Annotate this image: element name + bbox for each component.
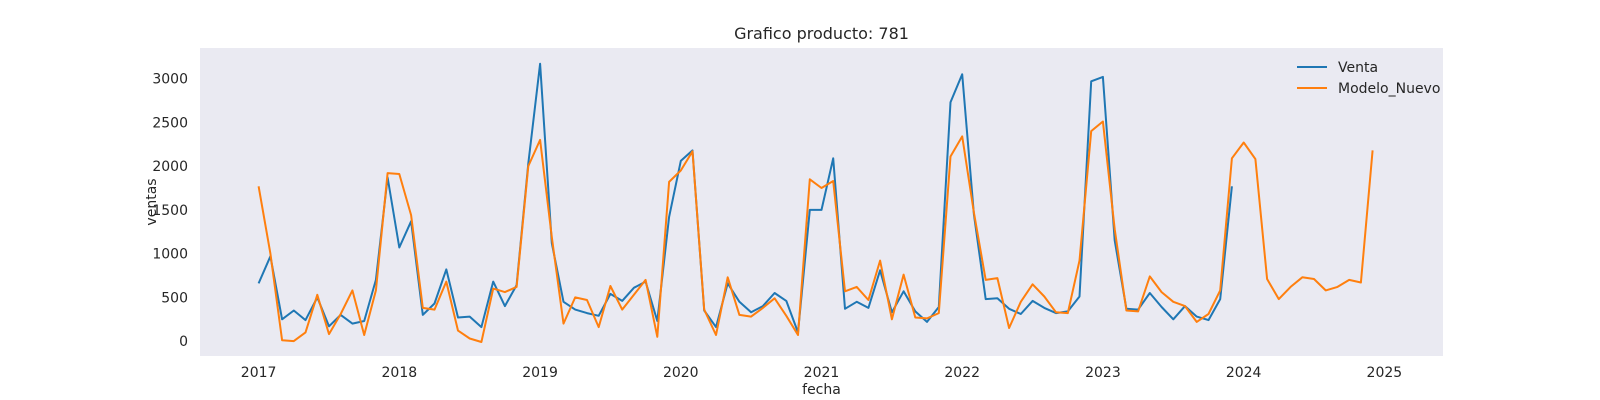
x-tick-label: 2023 (1085, 365, 1121, 381)
y-tick-label: 2500 (152, 115, 188, 131)
y-tick-label: 1000 (152, 247, 188, 263)
x-axis: 2017 2018 2019 2020 2021 2022 2023 2024 2025 (241, 365, 1402, 381)
y-tick-label: 3000 (152, 72, 188, 88)
x-tick-label: 2024 (1226, 365, 1262, 381)
legend-label: Modelo_Nuevo (1338, 81, 1440, 97)
x-tick-label: 2025 (1367, 365, 1403, 381)
x-tick-label: 2019 (522, 365, 558, 381)
x-tick-label: 2022 (944, 365, 980, 381)
series-line-modelo-nuevo (257, 120, 1374, 343)
plot-area (200, 48, 1443, 356)
y-axis: 0 500 1000 1500 2000 2500 3000 (152, 72, 188, 351)
x-tick-label: 2020 (663, 365, 699, 381)
chart-title: Grafico producto: 781 (734, 24, 909, 43)
series-lines (257, 62, 1374, 343)
x-axis-label: fecha (802, 382, 841, 398)
legend: Venta Modelo_Nuevo (1297, 60, 1440, 97)
x-tick-label: 2021 (804, 365, 840, 381)
legend-label: Venta (1338, 60, 1378, 76)
x-tick-label: 2017 (241, 365, 277, 381)
x-tick-label: 2018 (382, 365, 418, 381)
y-tick-label: 2000 (152, 159, 188, 175)
y-tick-label: 0 (179, 334, 188, 350)
y-tick-label: 500 (161, 290, 188, 306)
y-tick-label: 1500 (152, 203, 188, 219)
y-axis-label: ventas (144, 178, 160, 225)
